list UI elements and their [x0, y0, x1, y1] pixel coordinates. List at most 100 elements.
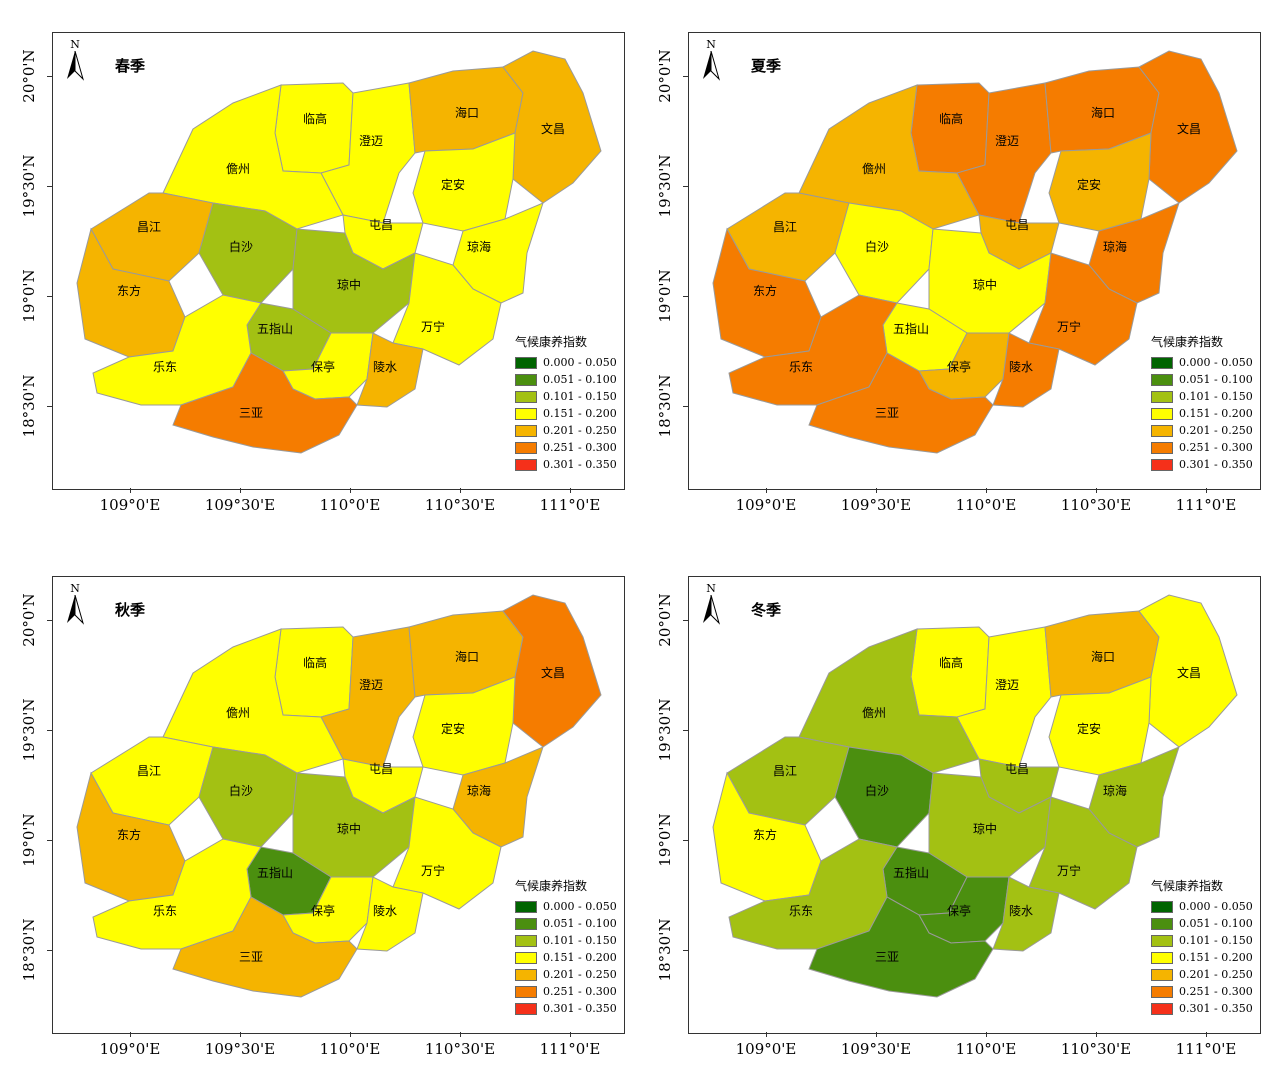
legend-swatch [515, 356, 537, 369]
season-title: 春季 [115, 57, 146, 75]
legend-title: 气候康养指数 [1151, 879, 1224, 893]
legend-label: 0.000 - 0.050 [1179, 356, 1253, 369]
map-panel: 临高 澄迈 海口 文昌 儋州 定安 昌江 白沙 屯昌 琼海 东方 琼中 五指山 万宁 乐东 保亭 陵水 三亚 N 夏季… [636, 0, 1272, 544]
county-label-qiongzhong: 琼中 [337, 277, 361, 292]
north-arrow-icon [703, 594, 721, 625]
legend-label: 0.101 - 0.150 [1179, 934, 1253, 947]
lon-tick [1096, 488, 1097, 493]
county-label-qionghai: 琼海 [467, 783, 491, 798]
legend-swatch [1151, 424, 1173, 437]
county-label-qionghai: 琼海 [1103, 239, 1127, 254]
county-label-baisha: 白沙 [229, 783, 253, 798]
lon-label: 109°0'E [99, 1040, 161, 1058]
county-lingao [910, 626, 990, 718]
county-label-dingan: 定安 [1077, 721, 1101, 736]
county-label-lingao: 临高 [303, 655, 327, 670]
county-label-tunchang: 屯昌 [1005, 762, 1029, 776]
legend: 气候康养指数 0.000 - 0.050 0.051 - 0.100 0.101 - … [1151, 877, 1253, 1017]
county-label-wuzhishan: 五指山 [257, 865, 293, 880]
county-label-dongfang: 东方 [753, 283, 777, 298]
north-label: N [70, 582, 80, 595]
legend-swatch [515, 968, 537, 981]
county-label-sanya: 三亚 [239, 950, 263, 964]
legend: 气候康养指数 0.000 - 0.050 0.051 - 0.100 0.101 - … [515, 877, 617, 1017]
lon-label: 109°30'E [840, 1040, 912, 1058]
county-label-wanning: 万宁 [421, 319, 445, 334]
legend-item: 0.201 - 0.250 [1151, 966, 1253, 983]
county-label-dingan: 定安 [441, 721, 465, 736]
lon-tick [876, 488, 877, 493]
legend-item: 0.301 - 0.350 [515, 1000, 617, 1017]
lon-tick [766, 488, 767, 493]
lat-tick [683, 406, 688, 407]
lon-tick [986, 488, 987, 493]
legend-label: 0.201 - 0.250 [1179, 968, 1253, 981]
north-label: N [70, 38, 80, 51]
legend-label: 0.251 - 0.300 [1179, 985, 1253, 998]
legend-label: 0.000 - 0.050 [543, 900, 617, 913]
county-label-sanya: 三亚 [239, 406, 263, 420]
county-label-tunchang: 屯昌 [1005, 218, 1029, 232]
lon-label: 110°30'E [424, 496, 496, 514]
lon-label: 111°0'E [539, 1040, 601, 1058]
legend-swatch [1151, 985, 1173, 998]
legend-swatch [1151, 968, 1173, 981]
county-label-dongfang: 东方 [117, 283, 141, 298]
county-label-wenchang: 文昌 [541, 121, 565, 136]
county-label-qiongzhong: 琼中 [337, 821, 361, 836]
county-sanya [172, 352, 358, 454]
lat-tick [683, 840, 688, 841]
county-lingshui [356, 332, 424, 408]
lon-label: 110°0'E [319, 496, 381, 514]
legend-label: 0.000 - 0.050 [1179, 900, 1253, 913]
lat-tick [47, 840, 52, 841]
lon-tick [570, 488, 571, 493]
county-label-wuzhishan: 五指山 [257, 321, 293, 336]
lat-tick [47, 950, 52, 951]
lon-tick [876, 1032, 877, 1037]
county-label-haikou: 海口 [1091, 649, 1115, 664]
legend-label: 0.251 - 0.300 [543, 985, 617, 998]
legend-item: 0.151 - 0.200 [515, 405, 617, 422]
legend-item: 0.301 - 0.350 [1151, 1000, 1253, 1017]
county-label-chengmai: 澄迈 [359, 677, 383, 692]
county-label-baoting: 保亭 [947, 359, 971, 374]
lon-tick [130, 1032, 131, 1037]
county-label-lingao: 临高 [939, 111, 963, 126]
legend-item: 0.000 - 0.050 [515, 354, 617, 371]
county-label-wanning: 万宁 [1057, 863, 1081, 878]
legend-label: 0.101 - 0.150 [1179, 390, 1253, 403]
lon-tick [130, 488, 131, 493]
legend-item: 0.301 - 0.350 [1151, 456, 1253, 473]
county-label-sanya: 三亚 [875, 950, 899, 964]
north-arrow-icon [67, 594, 85, 625]
legend-swatch [1151, 373, 1173, 386]
legend-item: 0.101 - 0.150 [515, 388, 617, 405]
county-label-dongfang: 东方 [117, 827, 141, 842]
lat-tick [47, 730, 52, 731]
season-title: 秋季 [115, 601, 146, 619]
legend-swatch [1151, 1002, 1173, 1015]
legend-title: 气候康养指数 [515, 335, 588, 349]
lon-label: 109°0'E [735, 496, 797, 514]
legend-label: 0.251 - 0.300 [543, 441, 617, 454]
map-panel: 临高 澄迈 海口 文昌 儋州 定安 昌江 白沙 屯昌 琼海 东方 琼中 五指山 万宁 乐东 保亭 陵水 三亚 N 冬季… [636, 544, 1272, 1088]
lat-label: 20°0'N [20, 593, 38, 647]
county-baisha [198, 746, 298, 848]
legend-label: 0.151 - 0.200 [1179, 407, 1253, 420]
county-label-haikou: 海口 [455, 649, 479, 664]
legend-swatch [515, 424, 537, 437]
county-sanya [172, 896, 358, 998]
lon-label: 109°30'E [840, 496, 912, 514]
county-label-ledong: 乐东 [789, 360, 813, 374]
legend-item: 0.151 - 0.200 [515, 949, 617, 966]
legend: 气候康养指数 0.000 - 0.050 0.051 - 0.100 0.101 - … [515, 333, 617, 473]
lat-tick [47, 76, 52, 77]
county-label-qionghai: 琼海 [467, 239, 491, 254]
lon-tick [570, 1032, 571, 1037]
legend-label: 0.301 - 0.350 [1179, 458, 1253, 471]
lat-label: 19°0'N [656, 813, 674, 867]
legend-item: 0.101 - 0.150 [515, 932, 617, 949]
north-arrow: N [63, 39, 87, 85]
